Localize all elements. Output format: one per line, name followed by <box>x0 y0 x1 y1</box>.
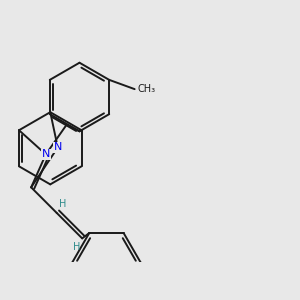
Text: N: N <box>54 142 62 152</box>
Text: H: H <box>59 199 66 209</box>
Text: N: N <box>42 149 50 159</box>
Text: CH₃: CH₃ <box>137 84 156 94</box>
Text: H: H <box>73 242 80 252</box>
